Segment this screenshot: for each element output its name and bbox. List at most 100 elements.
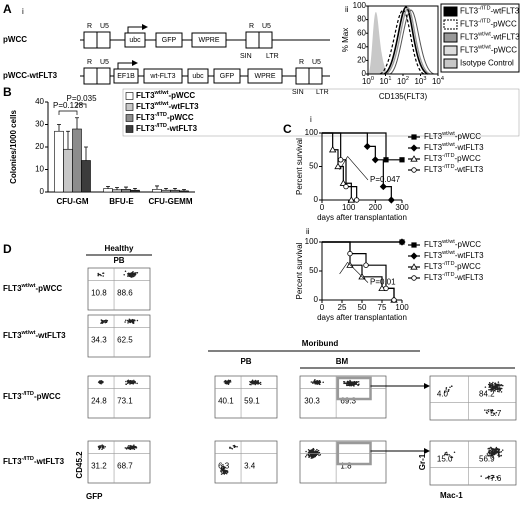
event-dot: [228, 380, 230, 382]
element-label: GFP: [162, 37, 177, 44]
event-dot: [224, 381, 227, 383]
event-dot: [493, 448, 496, 450]
element-label: wt-FLT3: [149, 73, 175, 80]
x-tick-label: 0: [320, 303, 325, 312]
event-dot: [453, 451, 456, 453]
event-dot: [480, 475, 482, 477]
label-part: 10: [432, 77, 441, 86]
y-tick-label: 0: [40, 187, 45, 196]
event-dot: [318, 454, 320, 457]
y-tick-label: 0: [314, 295, 319, 304]
event-dot: [444, 391, 446, 394]
event-dot: [319, 380, 321, 382]
y-axis-label: Colonies/1000 cells: [9, 110, 18, 184]
event-dot: [97, 272, 99, 275]
survival-marker: [398, 238, 406, 246]
legend-label: FLT3-/ITD-wtFLT3: [424, 272, 484, 282]
y-tick-label: 50: [309, 162, 318, 171]
error-bar: [57, 124, 61, 132]
event-dot: [124, 447, 127, 449]
legend-swatch: [443, 6, 458, 17]
label-part: -wtFLT3: [169, 102, 200, 111]
event-dot: [310, 451, 313, 454]
annotation-leader: [347, 262, 369, 283]
survival-marker: [353, 197, 360, 203]
element-label: EF1B: [117, 73, 135, 80]
event-dot: [346, 383, 348, 386]
x-tick-label: 0: [320, 203, 325, 212]
x-tick-label: 100: [362, 76, 374, 86]
event-dot: [131, 320, 134, 322]
event-dot: [135, 446, 138, 449]
legend-label: FLT3-/ITD-pWCC: [136, 112, 194, 122]
event-dot: [353, 381, 355, 383]
panel-label: A: [3, 2, 12, 16]
label-part: wt/wt: [21, 330, 36, 336]
annotation-leader: [339, 156, 348, 171]
event-dot: [350, 382, 352, 384]
event-dot: [451, 456, 454, 459]
event-dot: [129, 447, 131, 450]
element-label: R: [87, 59, 92, 66]
event-dot: [226, 380, 229, 383]
bar: [161, 189, 171, 193]
bar: [170, 189, 180, 193]
event-dot: [311, 450, 313, 453]
event-dot: [322, 381, 324, 383]
event-dot: [124, 270, 127, 273]
survival-marker: [337, 157, 344, 163]
event-dot: [488, 409, 490, 411]
legend-label: FLT3wt/wt-wtFLT3: [460, 32, 520, 42]
event-dot: [494, 384, 497, 387]
event-dot: [349, 380, 352, 383]
histogram-curve: [385, 7, 431, 75]
event-dot: [352, 384, 355, 386]
bar: [112, 189, 122, 193]
event-dot: [497, 383, 500, 385]
label-part: FLT3: [424, 132, 443, 141]
label-part: -/ITD: [155, 112, 167, 118]
event-dot: [133, 448, 136, 451]
event-dot: [315, 383, 317, 385]
event-dot: [498, 389, 501, 391]
y-tick-label: 100: [305, 128, 319, 137]
label-part: FLT3: [424, 262, 443, 271]
event-dot: [493, 386, 495, 388]
label-part: FLT3: [3, 331, 22, 340]
row-label: FLT3-/ITD-pWCC: [3, 391, 61, 401]
event-dot: [312, 448, 314, 450]
event-dot: [124, 321, 126, 323]
legend-marker: [410, 252, 418, 260]
survival-marker: [347, 196, 356, 203]
event-dot: [496, 390, 499, 393]
event-dot: [257, 379, 259, 382]
construct-name: pWCC: [3, 35, 27, 44]
label-part: 10: [379, 77, 388, 86]
legend-label: FLT3-/ITD-pWCC: [460, 19, 517, 29]
event-dot: [127, 322, 129, 324]
event-dot: [487, 476, 490, 479]
x-axis-label: CD135(FLT3): [379, 92, 428, 101]
event-dot: [315, 454, 317, 456]
event-dot: [487, 410, 490, 413]
label-part: FLT3: [460, 7, 479, 16]
label-part: -pWCC: [169, 91, 196, 100]
event-dot: [130, 276, 132, 278]
event-dot: [490, 411, 493, 414]
label-part: -pWCC: [455, 262, 481, 271]
y-tick-label: 20: [35, 142, 44, 151]
legend-label: FLT3wt/wt-pWCC: [424, 239, 481, 249]
label-part: -/ITD: [155, 123, 167, 129]
survival-marker: [343, 183, 349, 190]
event-dot: [315, 452, 318, 454]
legend-label: FLT3wt/wt-pWCC: [424, 131, 481, 141]
event-dot: [129, 381, 132, 383]
y-tick-label: 40: [35, 97, 44, 106]
event-dot: [98, 448, 100, 450]
event-dot: [251, 379, 254, 381]
event-dot: [499, 384, 502, 387]
label-part: -wtFLT3: [491, 7, 520, 16]
event-dot: [223, 381, 226, 383]
event-dot: [132, 319, 135, 321]
